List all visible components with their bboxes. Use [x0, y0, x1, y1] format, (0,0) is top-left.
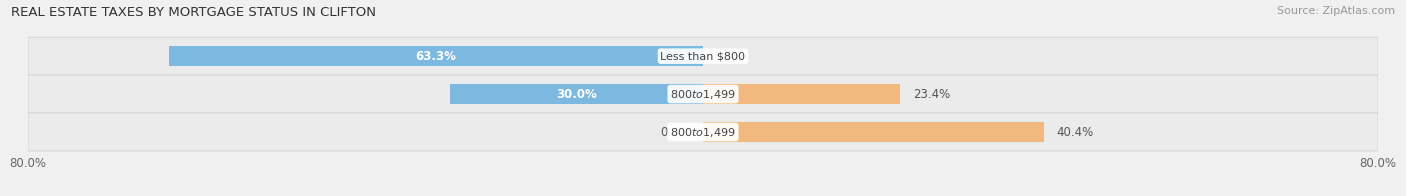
Text: 23.4%: 23.4%: [912, 88, 950, 101]
Text: Less than $800: Less than $800: [661, 51, 745, 61]
Bar: [450, 84, 703, 104]
Text: 0.0%: 0.0%: [716, 50, 745, 63]
Text: 40.4%: 40.4%: [1056, 125, 1094, 139]
Text: $800 to $1,499: $800 to $1,499: [671, 88, 735, 101]
Text: REAL ESTATE TAXES BY MORTGAGE STATUS IN CLIFTON: REAL ESTATE TAXES BY MORTGAGE STATUS IN …: [11, 6, 377, 19]
FancyBboxPatch shape: [28, 113, 1378, 151]
FancyBboxPatch shape: [28, 75, 1378, 113]
FancyBboxPatch shape: [28, 37, 1378, 75]
Bar: [703, 84, 900, 104]
Bar: [703, 122, 1043, 142]
Text: Source: ZipAtlas.com: Source: ZipAtlas.com: [1277, 6, 1395, 16]
Text: 0.0%: 0.0%: [661, 125, 690, 139]
Text: $800 to $1,499: $800 to $1,499: [671, 125, 735, 139]
Text: 30.0%: 30.0%: [557, 88, 596, 101]
Bar: [169, 46, 703, 66]
Text: 63.3%: 63.3%: [416, 50, 457, 63]
